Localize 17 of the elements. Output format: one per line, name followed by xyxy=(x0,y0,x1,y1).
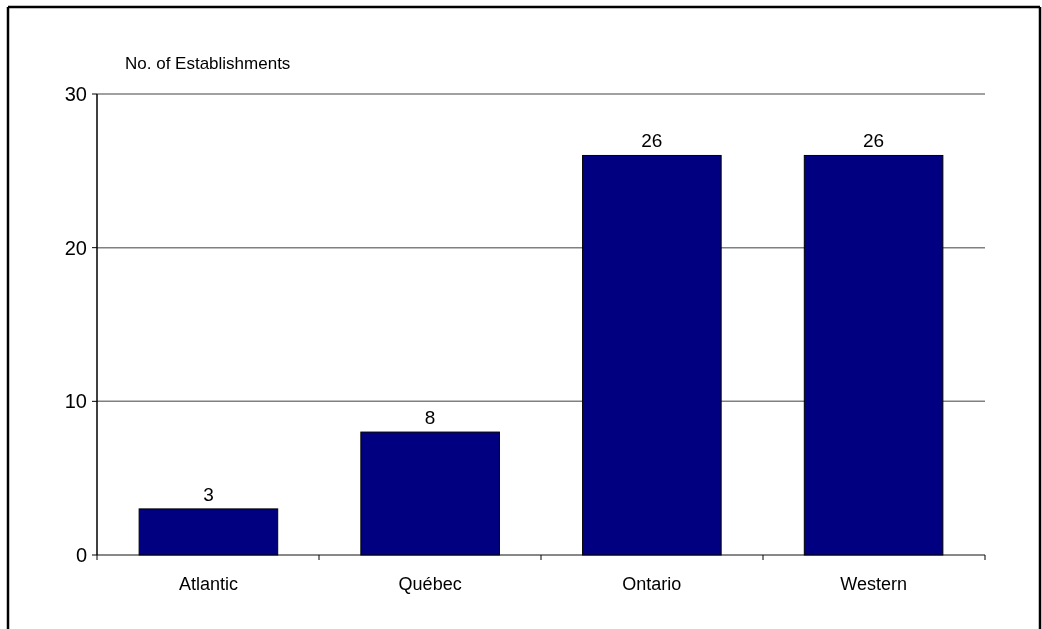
data-label: 8 xyxy=(424,407,436,429)
x-tick-label: Atlantic xyxy=(178,574,238,594)
bar xyxy=(582,154,722,556)
bar xyxy=(803,154,944,556)
y-tick-label: 0 xyxy=(75,544,87,566)
bar xyxy=(360,431,500,556)
data-label: 26 xyxy=(863,130,885,152)
y-axis-title: No. of Establishments xyxy=(125,54,291,73)
x-tick-label: Western xyxy=(840,574,907,594)
data-label: 26 xyxy=(641,130,663,152)
x-tick-label: Ontario xyxy=(622,574,682,594)
y-tick-label: 20 xyxy=(64,236,87,259)
data-label: 3 xyxy=(203,483,214,505)
x-tick-label: Québec xyxy=(398,574,462,594)
y-tick-label: 10 xyxy=(64,390,87,413)
bar xyxy=(138,508,279,556)
y-tick-label: 30 xyxy=(64,83,87,105)
